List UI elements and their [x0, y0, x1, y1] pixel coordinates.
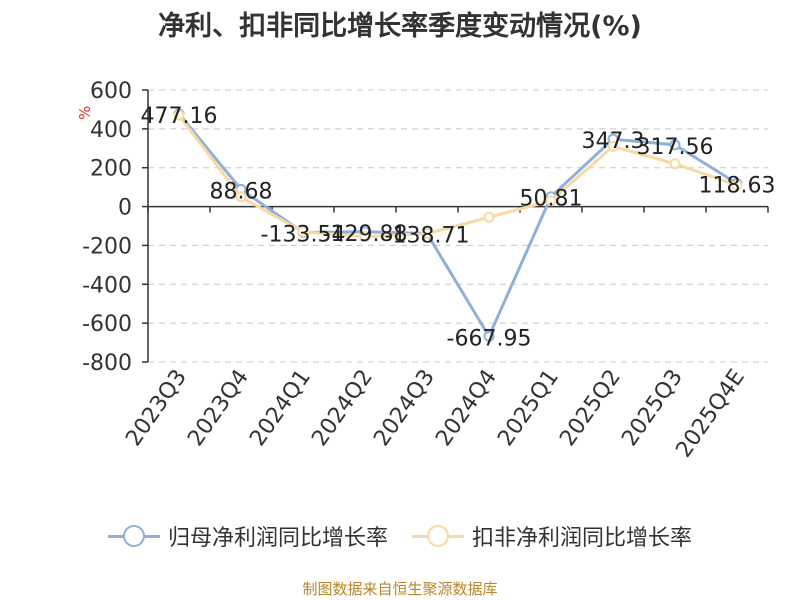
data-point: [545, 195, 557, 207]
data-point: [173, 109, 185, 121]
data-label: 477.16: [141, 104, 218, 129]
x-tick-label: 2025Q1: [493, 365, 564, 451]
data-label: 50.81: [520, 187, 583, 212]
y-tick-label: 200: [90, 157, 132, 182]
series-line: [177, 112, 738, 338]
data-point: [483, 330, 495, 342]
y-tick-label: -400: [82, 273, 132, 298]
data-label: -129.88: [323, 222, 408, 247]
x-tick-label: 2024Q1: [245, 365, 316, 451]
legend-swatch-net-profit: [107, 525, 160, 547]
data-point: [421, 228, 433, 240]
legend-swatch-deducted-profit: [412, 525, 464, 547]
data-point: [607, 140, 619, 152]
legend-item-deducted-profit[interactable]: 扣非净利润同比增长率: [412, 520, 692, 552]
y-tick-label: 0: [118, 196, 132, 221]
y-tick-label: -200: [82, 234, 132, 259]
x-tick-label: 2023Q3: [121, 365, 192, 451]
data-point: [669, 158, 681, 170]
data-point: [731, 179, 743, 191]
data-label: -133.54: [261, 223, 346, 248]
x-tick-label: 2024Q3: [369, 365, 440, 451]
legend-item-net-profit[interactable]: 归母净利润同比增长率: [107, 520, 388, 552]
y-tick-label: -800: [82, 351, 132, 376]
data-label: 118.63: [699, 174, 776, 199]
data-point: [669, 139, 681, 151]
x-tick-label: 2025Q2: [555, 365, 626, 451]
data-source: 制图数据来自恒生聚源数据库: [302, 580, 498, 598]
data-point: [235, 191, 247, 203]
legend: 归母净利润同比增长率 扣非净利润同比增长率: [0, 520, 800, 552]
data-point: [297, 226, 309, 238]
data-label: -667.95: [447, 326, 532, 351]
legend-label-deducted-profit: 扣非净利润同比增长率: [472, 526, 693, 551]
data-label: 88.68: [210, 179, 273, 204]
legend-label-net-profit: 归母净利润同比增长率: [167, 526, 388, 551]
x-tick-label: 2023Q4: [183, 365, 254, 451]
data-point: [359, 231, 371, 243]
data-label: -138.71: [385, 224, 470, 249]
y-tick-label: 600: [90, 79, 132, 104]
y-tick-label: 400: [90, 118, 132, 143]
data-label: 347.3: [582, 129, 645, 154]
x-tick-label: 2024Q4: [431, 365, 502, 451]
data-point: [483, 211, 495, 223]
chart-title: 净利、扣非同比增长率季度变动情况(%): [158, 11, 642, 42]
series-line: [177, 114, 738, 239]
x-tick-label: 2024Q2: [307, 365, 378, 451]
y-tick-label: -600: [82, 312, 132, 337]
data-label: 317.56: [637, 135, 714, 160]
